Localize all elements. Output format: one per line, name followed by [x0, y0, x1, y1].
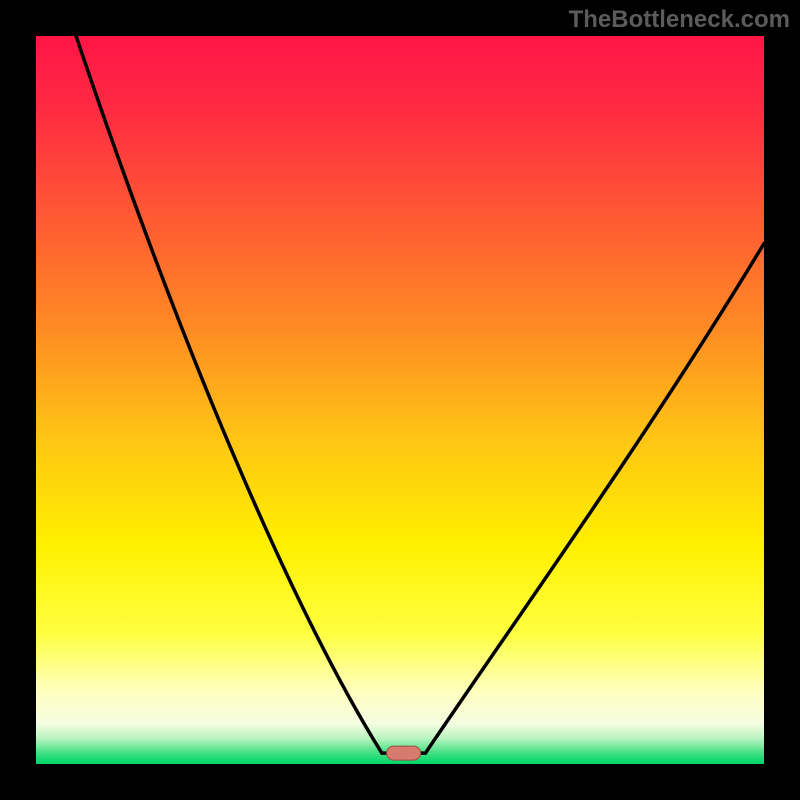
trough-marker [387, 746, 421, 760]
bottleneck-chart [0, 0, 800, 800]
chart-container: TheBottleneck.com [0, 0, 800, 800]
watermark-text: TheBottleneck.com [569, 6, 790, 34]
plot-background [36, 36, 764, 764]
